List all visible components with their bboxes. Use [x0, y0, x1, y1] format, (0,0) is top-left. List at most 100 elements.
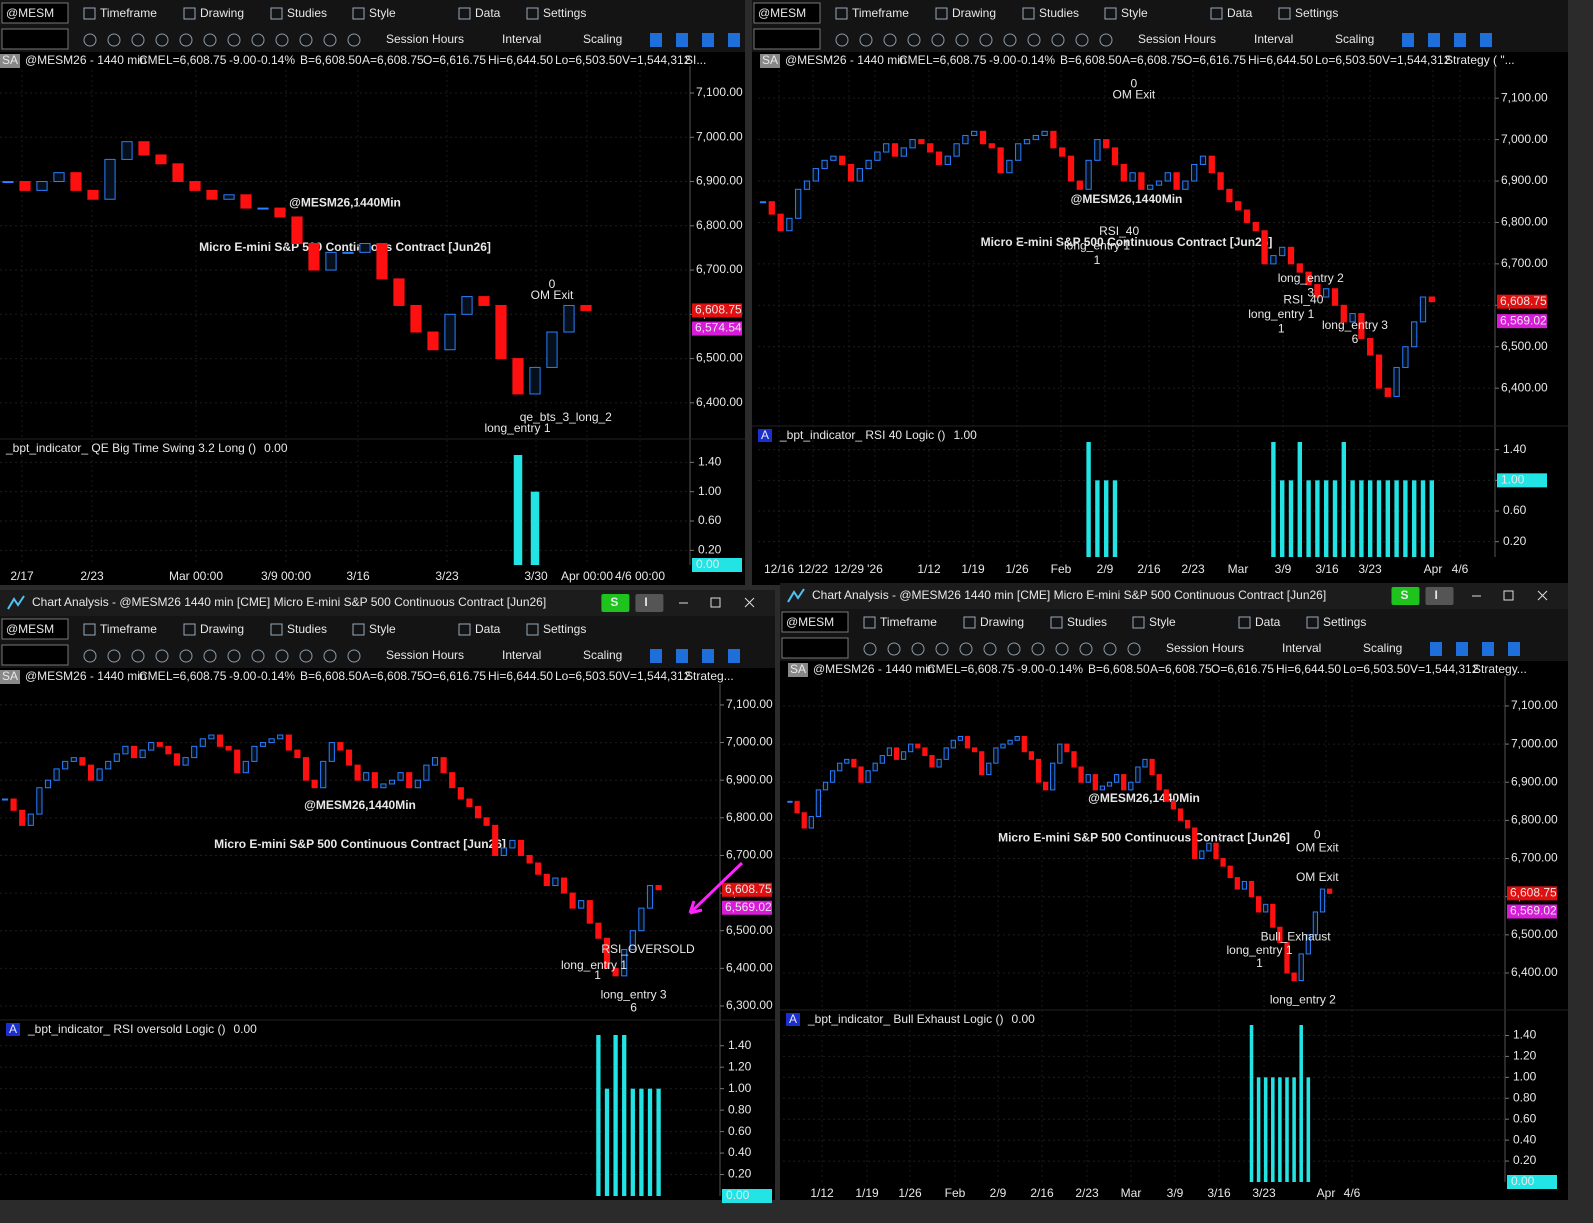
tool-icon[interactable]: [179, 33, 193, 47]
tool-icon[interactable]: [347, 33, 361, 47]
tool-icon[interactable]: [299, 33, 313, 47]
tool-icon[interactable]: [275, 649, 289, 663]
tool-icon[interactable]: [1456, 642, 1468, 656]
tool-icon[interactable]: [859, 33, 873, 47]
symbol-box[interactable]: [781, 611, 849, 633]
toolbar-item[interactable]: Style: [369, 6, 396, 20]
tool-icon[interactable]: [107, 33, 121, 47]
toolbar-item[interactable]: Scaling: [583, 648, 622, 662]
maximize-button[interactable]: [1503, 590, 1514, 601]
tool-icon[interactable]: [299, 649, 313, 663]
toolbar-item[interactable]: Drawing: [200, 6, 244, 20]
symbol-box[interactable]: [1, 2, 69, 24]
tool-icon[interactable]: [1055, 642, 1069, 656]
tool-icon[interactable]: [155, 33, 169, 47]
symbol-box[interactable]: [753, 2, 821, 24]
dropdown-box[interactable]: [1, 644, 69, 666]
tool-icon[interactable]: [1079, 642, 1093, 656]
tool-icon[interactable]: [251, 33, 265, 47]
tool-icon[interactable]: [155, 649, 169, 663]
toolbar-item[interactable]: Style: [369, 622, 396, 636]
toolbar-item[interactable]: Interval: [1282, 641, 1321, 655]
tool-icon[interactable]: [1482, 642, 1494, 656]
tool-icon[interactable]: [702, 33, 714, 47]
toolbar-item[interactable]: Data: [475, 6, 501, 20]
tool-icon[interactable]: [323, 649, 337, 663]
toolbar-item[interactable]: Interval: [1254, 32, 1293, 46]
tool-icon[interactable]: [1103, 642, 1117, 656]
tool-icon[interactable]: [1031, 642, 1045, 656]
toolbar-item[interactable]: Drawing: [200, 622, 244, 636]
close-button[interactable]: [744, 597, 755, 608]
dropdown-box[interactable]: [753, 28, 821, 50]
tool-icon[interactable]: [1007, 642, 1021, 656]
tool-icon[interactable]: [728, 33, 740, 47]
toolbar-item[interactable]: Session Hours: [386, 648, 464, 662]
title-button[interactable]: [635, 594, 664, 612]
toolbar-item[interactable]: Session Hours: [1138, 32, 1216, 46]
tool-icon[interactable]: [323, 33, 337, 47]
tool-icon[interactable]: [203, 649, 217, 663]
tool-icon[interactable]: [1075, 33, 1089, 47]
tool-icon[interactable]: [650, 33, 662, 47]
toolbar-item[interactable]: Session Hours: [1166, 641, 1244, 655]
toolbar-item[interactable]: Drawing: [980, 615, 1024, 629]
toolbar-item[interactable]: Scaling: [1335, 32, 1374, 46]
tool-icon[interactable]: [887, 642, 901, 656]
maximize-button[interactable]: [710, 597, 721, 608]
tool-icon[interactable]: [275, 33, 289, 47]
toolbar-item[interactable]: Settings: [543, 6, 586, 20]
tool-icon[interactable]: [1480, 33, 1492, 47]
tool-icon[interactable]: [931, 33, 945, 47]
tool-icon[interactable]: [251, 649, 265, 663]
title-button[interactable]: [601, 594, 630, 612]
title-button[interactable]: [1425, 587, 1454, 605]
toolbar-item[interactable]: Scaling: [583, 32, 622, 46]
tool-icon[interactable]: [227, 33, 241, 47]
toolbar-item[interactable]: Settings: [1295, 6, 1338, 20]
tool-icon[interactable]: [863, 642, 877, 656]
toolbar-item[interactable]: Session Hours: [386, 32, 464, 46]
tool-icon[interactable]: [883, 33, 897, 47]
toolbar-item[interactable]: Drawing: [952, 6, 996, 20]
toolbar-item[interactable]: Timeframe: [880, 615, 937, 629]
toolbar-item[interactable]: Scaling: [1363, 641, 1402, 655]
toolbar-item[interactable]: Studies: [1039, 6, 1079, 20]
toolbar-item[interactable]: Data: [1227, 6, 1253, 20]
tool-icon[interactable]: [107, 649, 121, 663]
tool-icon[interactable]: [955, 33, 969, 47]
tool-icon[interactable]: [1508, 642, 1520, 656]
symbol-box[interactable]: [1, 618, 69, 640]
close-button[interactable]: [1537, 590, 1548, 601]
toolbar-item[interactable]: Timeframe: [100, 6, 157, 20]
toolbar-item[interactable]: Interval: [502, 648, 541, 662]
tool-icon[interactable]: [1454, 33, 1466, 47]
toolbar-item[interactable]: Settings: [543, 622, 586, 636]
tool-icon[interactable]: [907, 33, 921, 47]
toolbar-item[interactable]: Studies: [287, 6, 327, 20]
tool-icon[interactable]: [959, 642, 973, 656]
tool-icon[interactable]: [1402, 33, 1414, 47]
tool-icon[interactable]: [1027, 33, 1041, 47]
tool-icon[interactable]: [650, 649, 662, 663]
tool-icon[interactable]: [131, 649, 145, 663]
tool-icon[interactable]: [83, 33, 97, 47]
tool-icon[interactable]: [1099, 33, 1113, 47]
tool-icon[interactable]: [227, 649, 241, 663]
title-button[interactable]: [1391, 587, 1420, 605]
tool-icon[interactable]: [347, 649, 361, 663]
tool-icon[interactable]: [911, 642, 925, 656]
tool-icon[interactable]: [676, 33, 688, 47]
toolbar-item[interactable]: Style: [1149, 615, 1176, 629]
toolbar-item[interactable]: Timeframe: [852, 6, 909, 20]
tool-icon[interactable]: [979, 33, 993, 47]
toolbar-item[interactable]: Interval: [502, 32, 541, 46]
dropdown-box[interactable]: [781, 637, 849, 659]
tool-icon[interactable]: [983, 642, 997, 656]
tool-icon[interactable]: [935, 642, 949, 656]
toolbar-item[interactable]: Studies: [1067, 615, 1107, 629]
tool-icon[interactable]: [728, 649, 740, 663]
tool-icon[interactable]: [1003, 33, 1017, 47]
tool-icon[interactable]: [1430, 642, 1442, 656]
tool-icon[interactable]: [203, 33, 217, 47]
